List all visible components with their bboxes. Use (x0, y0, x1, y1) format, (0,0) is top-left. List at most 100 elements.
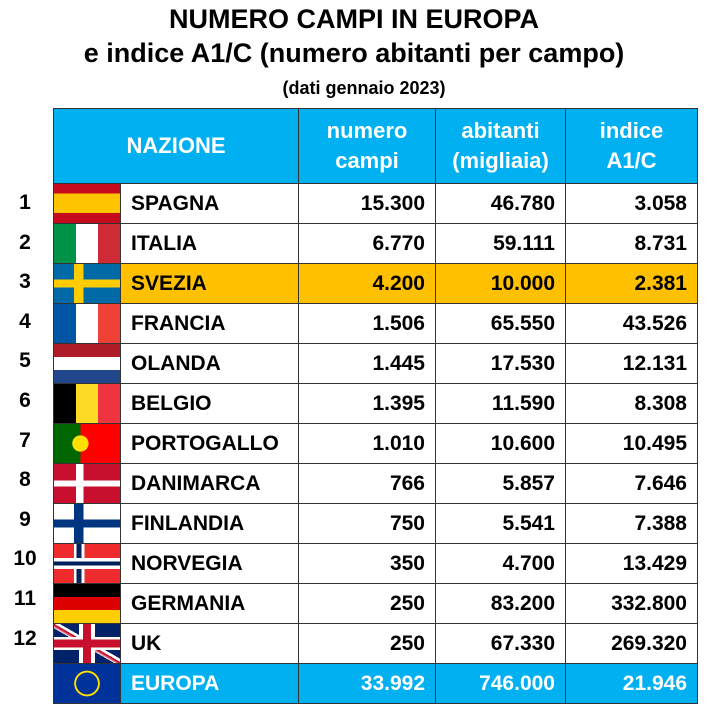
country-name: UK (120, 623, 299, 664)
flag-cell (53, 423, 121, 464)
rank-number: 10 (13, 547, 37, 571)
spain-flag-icon (54, 184, 120, 223)
total-row: EUROPA 33.992 746.000 21.946 (53, 663, 698, 704)
indice-value: 21.946 (565, 663, 698, 704)
campi-value: 766 (298, 463, 436, 504)
portugal-flag-icon (54, 424, 120, 463)
flag-cell (53, 223, 121, 264)
rank-number: 2 (19, 230, 31, 254)
germany-flag-icon (54, 584, 120, 623)
table-row: BELGIO 1.395 11.590 8.308 (53, 383, 698, 424)
flag-cell (53, 503, 121, 544)
indice-value: 7.388 (565, 503, 698, 544)
header-text: numero (326, 118, 408, 143)
indice-value: 12.131 (565, 343, 698, 384)
indice-value: 43.526 (565, 303, 698, 344)
table-row: PORTOGALLO 1.010 10.600 10.495 (53, 423, 698, 464)
belgium-flag-icon (54, 384, 120, 423)
header-text: indice (599, 118, 664, 143)
country-name: FRANCIA (120, 303, 299, 344)
table-row: NORVEGIA 350 4.700 13.429 (53, 543, 698, 584)
country-name: PORTOGALLO (120, 423, 299, 464)
campi-value: 33.992 (298, 663, 436, 704)
flag-cell (53, 383, 121, 424)
table-row: DANIMARCA 766 5.857 7.646 (53, 463, 698, 504)
campi-value: 4.200 (298, 263, 436, 304)
title-line-1: NUMERO CAMPI IN EUROPA (168, 4, 539, 34)
france-flag-icon (54, 304, 120, 343)
country-name: EUROPA (120, 663, 299, 704)
campi-value: 1.506 (298, 303, 436, 344)
indice-value: 10.495 (565, 423, 698, 464)
rank-number: 6 (19, 389, 31, 412)
title-date: (dati gennaio 2023) (282, 78, 446, 98)
country-name: SPAGNA (120, 183, 299, 224)
campi-value: 1.395 (298, 383, 436, 424)
eu-flag-icon (54, 664, 120, 703)
header-nazione: NAZIONE (53, 108, 299, 184)
sweden-flag-icon (54, 264, 120, 303)
rank-number: 9 (19, 507, 31, 531)
abitanti-value: 11.590 (435, 383, 566, 424)
abitanti-value: 65.550 (435, 303, 566, 344)
indice-value: 332.800 (565, 583, 698, 624)
indice-value: 3.058 (565, 183, 698, 224)
rank-number: 3 (19, 270, 31, 294)
country-name: FINLANDIA (120, 503, 299, 544)
country-name: OLANDA (120, 343, 299, 384)
abitanti-value: 17.530 (435, 343, 566, 384)
rank-number: 8 (19, 468, 31, 492)
indice-value: 8.731 (565, 223, 698, 264)
country-name: SVEZIA (120, 263, 299, 304)
abitanti-value: 46.780 (435, 183, 566, 224)
flag-cell (53, 463, 121, 504)
abitanti-value: 59.111 (435, 223, 566, 264)
country-name: NORVEGIA (120, 543, 299, 584)
uk-flag-icon (54, 624, 120, 663)
table-row: UK 250 67.330 269.320 (53, 623, 698, 664)
rank-number: 5 (19, 349, 31, 373)
flag-cell (53, 543, 121, 584)
flag-cell (53, 303, 121, 344)
rank-number: 11 (13, 587, 37, 610)
header-text: abitanti (461, 118, 540, 143)
abitanti-value: 10.000 (435, 263, 566, 304)
abitanti-value: 5.541 (435, 503, 566, 544)
country-name: BELGIO (120, 383, 299, 424)
flag-cell (53, 343, 121, 384)
country-name: ITALIA (120, 223, 299, 264)
campi-value: 6.770 (298, 223, 436, 264)
indice-value: 13.429 (565, 543, 698, 584)
campi-value: 1.010 (298, 423, 436, 464)
campi-value: 350 (298, 543, 436, 584)
rank-number: 4 (19, 309, 31, 333)
abitanti-value: 10.600 (435, 423, 566, 464)
indice-value: 269.320 (565, 623, 698, 664)
norway-flag-icon (54, 544, 120, 583)
rank-number: 12 (13, 626, 37, 650)
country-name: GERMANIA (120, 583, 299, 624)
header-text: A1/C (606, 148, 657, 173)
table-row: GERMANIA 250 83.200 332.800 (53, 583, 698, 624)
flag-cell (53, 183, 121, 224)
indice-value: 7.646 (565, 463, 698, 504)
table-row: SPAGNA 15.300 46.780 3.058 (53, 183, 698, 224)
finland-flag-icon (54, 504, 120, 543)
table-row: SVEZIA 4.200 10.000 2.381 (53, 263, 698, 304)
flag-cell (53, 663, 121, 704)
title-line-2: e indice A1/C (numero abitanti per campo… (83, 38, 625, 68)
flag-cell (53, 623, 121, 664)
italy-flag-icon (54, 224, 120, 263)
table-row: OLANDA 1.445 17.530 12.131 (53, 343, 698, 384)
denmark-flag-icon (54, 464, 120, 503)
table-row: ITALIA 6.770 59.111 8.731 (53, 223, 698, 264)
campi-value: 250 (298, 623, 436, 664)
indice-value: 8.308 (565, 383, 698, 424)
campi-value: 1.445 (298, 343, 436, 384)
abitanti-value: 83.200 (435, 583, 566, 624)
header-indice: indice A1/C (565, 108, 698, 184)
header-text: (migliaia) (452, 148, 549, 173)
netherlands-flag-icon (54, 344, 120, 383)
flag-cell (53, 583, 121, 624)
rank-number: 7 (19, 428, 31, 452)
